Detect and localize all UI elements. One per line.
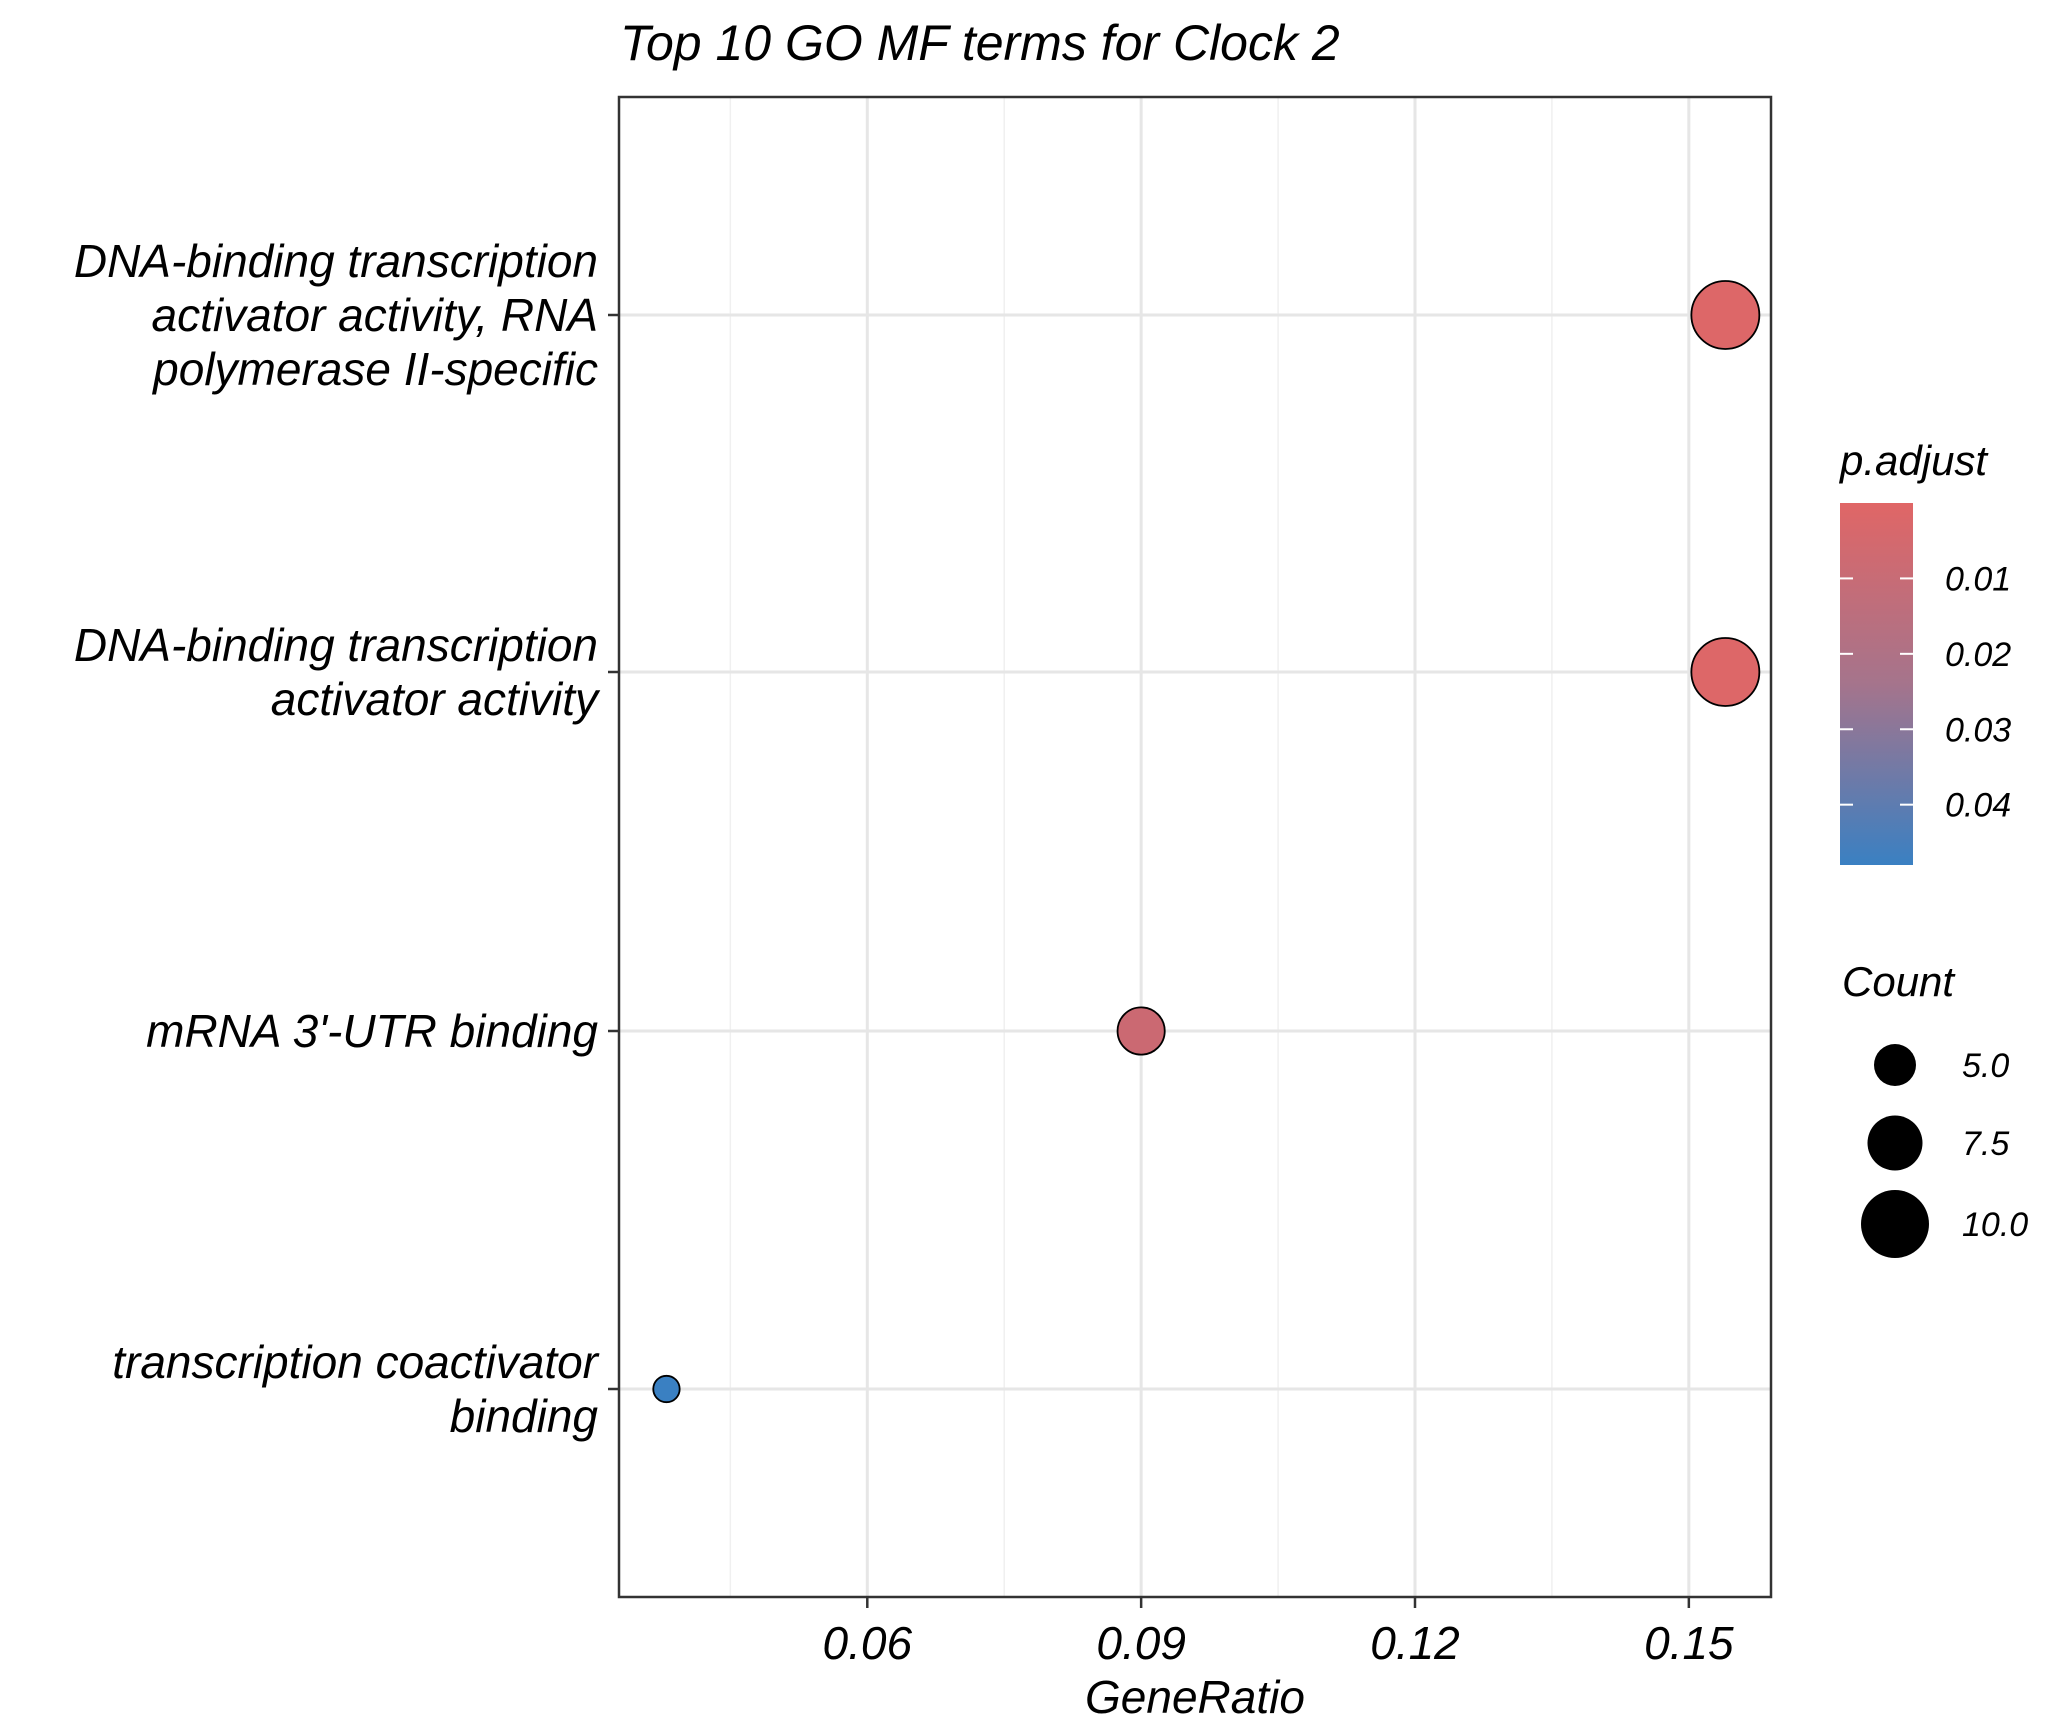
colorbar-tick-label: 0.02 xyxy=(1945,636,2011,674)
p-adjust-legend-title: p.adjust xyxy=(1838,437,1989,484)
y-category-label: DNA-binding transcription xyxy=(74,619,598,671)
x-axis-title: GeneRatio xyxy=(1085,1671,1305,1723)
y-category-label: polymerase II-specific xyxy=(151,343,598,395)
plot-panel xyxy=(617,95,1773,1599)
x-axis: 0.06 0.09 0.12 0.15 xyxy=(823,1597,1734,1669)
count-legend-key xyxy=(1861,1190,1929,1258)
data-points xyxy=(652,280,1761,1404)
data-point xyxy=(1116,1006,1166,1056)
count-legend: Count 5.0 7.5 10.0 xyxy=(1842,958,2028,1258)
major-gridlines xyxy=(619,97,1771,1597)
colorbar-tick-label: 0.04 xyxy=(1945,787,2011,825)
x-tick-label: 0.09 xyxy=(1096,1617,1186,1669)
y-category-label: activator activity, RNA xyxy=(152,289,598,341)
colorbar-tick-label: 0.01 xyxy=(1945,560,2011,598)
y-category-label: DNA-binding transcription xyxy=(74,235,598,287)
chart-title: Top 10 GO MF terms for Clock 2 xyxy=(620,15,1340,71)
p-adjust-legend: p.adjust 0.01 0.02 0.03 0.04 xyxy=(1838,437,2011,865)
count-legend-label: 7.5 xyxy=(1962,1125,2009,1163)
count-legend-title: Count xyxy=(1842,958,1956,1005)
x-tick-label: 0.15 xyxy=(1644,1617,1734,1669)
p-adjust-colorbar-ticks: 0.01 0.02 0.03 0.04 xyxy=(1840,560,2011,825)
data-point xyxy=(1690,280,1761,350)
p-adjust-colorbar xyxy=(1840,503,1913,865)
y-category-label: binding xyxy=(450,1390,599,1442)
y-category-label: mRNA 3'-UTR binding xyxy=(146,1005,598,1057)
count-legend-key xyxy=(1874,1044,1916,1086)
count-legend-keys: 5.0 7.5 10.0 xyxy=(1861,1044,2028,1258)
count-legend-label: 10.0 xyxy=(1962,1206,2028,1244)
data-point xyxy=(1690,637,1761,707)
x-tick-label: 0.12 xyxy=(1370,1617,1460,1669)
y-category-label: transcription coactivator xyxy=(112,1336,599,1388)
panel-border xyxy=(617,95,1773,1599)
minor-gridlines xyxy=(729,97,1553,1597)
count-legend-key xyxy=(1867,1115,1923,1171)
x-tick-label: 0.06 xyxy=(823,1617,913,1669)
colorbar-tick-label: 0.03 xyxy=(1945,711,2011,749)
count-legend-label: 5.0 xyxy=(1962,1047,2009,1085)
y-category-label: activator activity xyxy=(271,673,601,725)
panel-background xyxy=(619,97,1771,1597)
data-point xyxy=(652,1374,681,1404)
